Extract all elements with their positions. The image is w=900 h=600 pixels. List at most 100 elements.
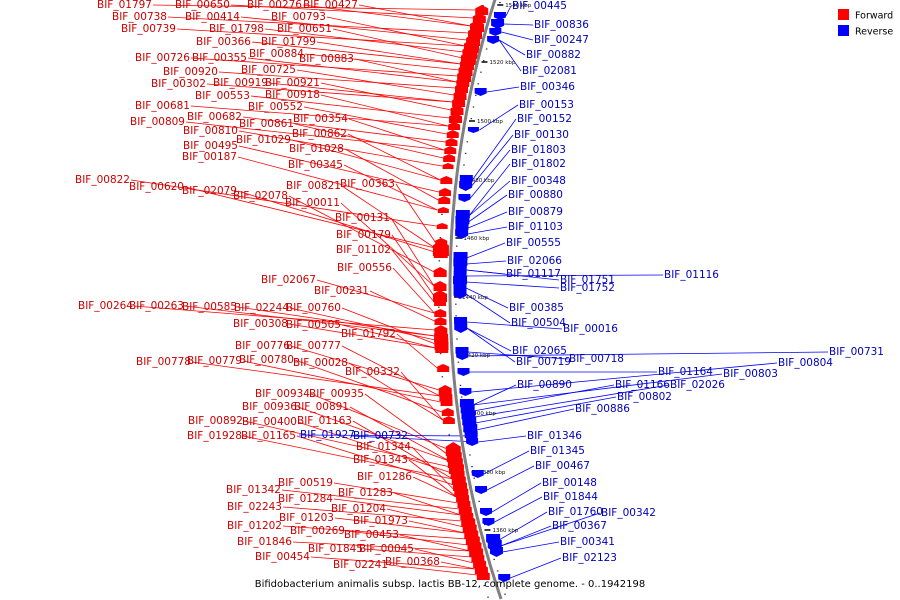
reverse-gene-arrow [456, 352, 469, 360]
forward-connector [238, 145, 440, 193]
forward-connector [358, 4, 472, 27]
reverse-gene-label: BIF_00504 [511, 317, 566, 329]
forward-connector [344, 148, 439, 201]
forward-gene-label: BIF_01102 [336, 244, 391, 256]
reverse-gene-label: BIF_01751 [560, 274, 615, 286]
forward-connector [408, 459, 457, 498]
forward-gene-label: BIF_00552 [248, 101, 303, 113]
forward-gene-label: BIF_00760 [286, 302, 341, 314]
forward-connector [310, 556, 476, 570]
reverse-gene-label: BIF_02065 [512, 345, 567, 357]
forward-connector [288, 323, 436, 349]
minor-tick [482, 60, 485, 62]
legend-forward-swatch [838, 9, 849, 20]
forward-connector [345, 530, 469, 546]
reverse-connector [466, 242, 506, 259]
forward-gene-label: BIF_00045 [359, 543, 414, 555]
forward-gene-label: BIF_00921 [265, 77, 320, 89]
minor-tick [438, 306, 440, 308]
minor-tick [500, 582, 502, 584]
forward-connector [296, 435, 455, 486]
forward-connector [341, 307, 436, 345]
reverse-connector [468, 163, 511, 217]
reverse-gene-label: BIF_00802 [617, 391, 672, 403]
forward-connector [294, 359, 442, 413]
forward-gene-arrow [449, 113, 463, 123]
tick-label: 1540 kbp [505, 3, 531, 9]
forward-gene-label: BIF_00776 [235, 340, 290, 352]
forward-gene-label: BIF_02241 [333, 559, 388, 571]
reverse-gene-label: BIF_00555 [506, 237, 561, 249]
forward-connector [185, 121, 445, 151]
reverse-gene-label: BIF_01927 [300, 429, 355, 441]
reverse-connector [505, 5, 512, 17]
forward-gene-label: BIF_01344 [356, 441, 411, 453]
forward-connector [348, 362, 444, 421]
minor-tick [471, 466, 473, 468]
forward-gene-label: BIF_01203 [279, 512, 334, 524]
reverse-connector [471, 118, 517, 181]
reverse-connector [478, 435, 527, 443]
reverse-connector [467, 226, 508, 235]
reverse-gene-label: BIF_00886 [575, 403, 630, 415]
forward-gene-arrow [476, 570, 490, 580]
forward-gene-label: BIF_00231 [314, 285, 369, 297]
forward-connector [354, 58, 457, 83]
forward-connector [250, 95, 450, 119]
forward-gene-label: BIF_01799 [261, 36, 316, 48]
forward-gene-label: BIF_00495 [183, 140, 238, 152]
minor-tick [480, 71, 482, 73]
minor-tick [478, 500, 480, 502]
reverse-connector [479, 104, 519, 131]
forward-gene-label: BIF_00556 [337, 262, 392, 274]
forward-gene-label: BIF_00131 [335, 212, 390, 224]
minor-tick [456, 245, 458, 247]
reverse-gene-label: BIF_02066 [507, 255, 562, 267]
forward-gene-label: BIF_00011 [285, 197, 340, 209]
forward-connector [238, 130, 443, 167]
forward-gene-arrow [444, 146, 457, 154]
forward-connector [349, 406, 450, 462]
reverse-connector [298, 434, 478, 437]
minor-tick [439, 237, 442, 239]
forward-connector [291, 139, 441, 181]
forward-gene-label: BIF_00276 [247, 0, 302, 11]
reverse-connector [468, 351, 829, 357]
forward-gene-label: BIF_00028 [293, 357, 348, 369]
forward-gene-label: BIF_00861 [239, 118, 294, 130]
forward-gene-label: BIF_01165 [241, 430, 296, 442]
forward-gene-label: BIF_02243 [227, 501, 282, 513]
gene-features [432, 5, 511, 582]
forward-connector [393, 492, 461, 516]
minor-tick [487, 596, 489, 598]
tick-label: 1360 kbp [492, 528, 518, 534]
reverse-gene-arrow [475, 486, 488, 494]
reverse-gene-arrow [459, 388, 472, 396]
reverse-gene-arrow [459, 181, 473, 191]
reverse-gene-label: BIF_00247 [534, 34, 589, 46]
reverse-gene-label: BIF_00152 [517, 113, 572, 125]
forward-gene-label: BIF_00453 [344, 529, 399, 541]
forward-gene-label: BIF_01973 [353, 515, 408, 527]
forward-gene-label: BIF_00302 [151, 78, 206, 90]
forward-connector [391, 234, 435, 297]
forward-connector [130, 179, 437, 227]
forward-connector [206, 83, 453, 103]
minor-tick [456, 338, 458, 340]
reverse-connector [472, 384, 517, 406]
reverse-gene-arrow [493, 12, 506, 20]
forward-connector [316, 279, 435, 314]
reverse-gene-label: BIF_00130 [514, 129, 569, 141]
forward-connector [237, 156, 438, 211]
forward-gene-label: BIF_01286 [357, 471, 412, 483]
minor-tick [493, 558, 495, 560]
reverse-connector [483, 450, 530, 475]
forward-gene-arrow [441, 408, 454, 416]
gene-labels: BIF_01797 BIF_00650 BIF_00276 BIF_00427BIF_… [75, 0, 884, 571]
reverse-connector [471, 134, 514, 187]
forward-connector [400, 371, 444, 421]
forward-connector [242, 116, 446, 143]
forward-gene-label: BIF_00810 [183, 125, 238, 137]
tick-label: 1500 kbp [477, 119, 503, 125]
